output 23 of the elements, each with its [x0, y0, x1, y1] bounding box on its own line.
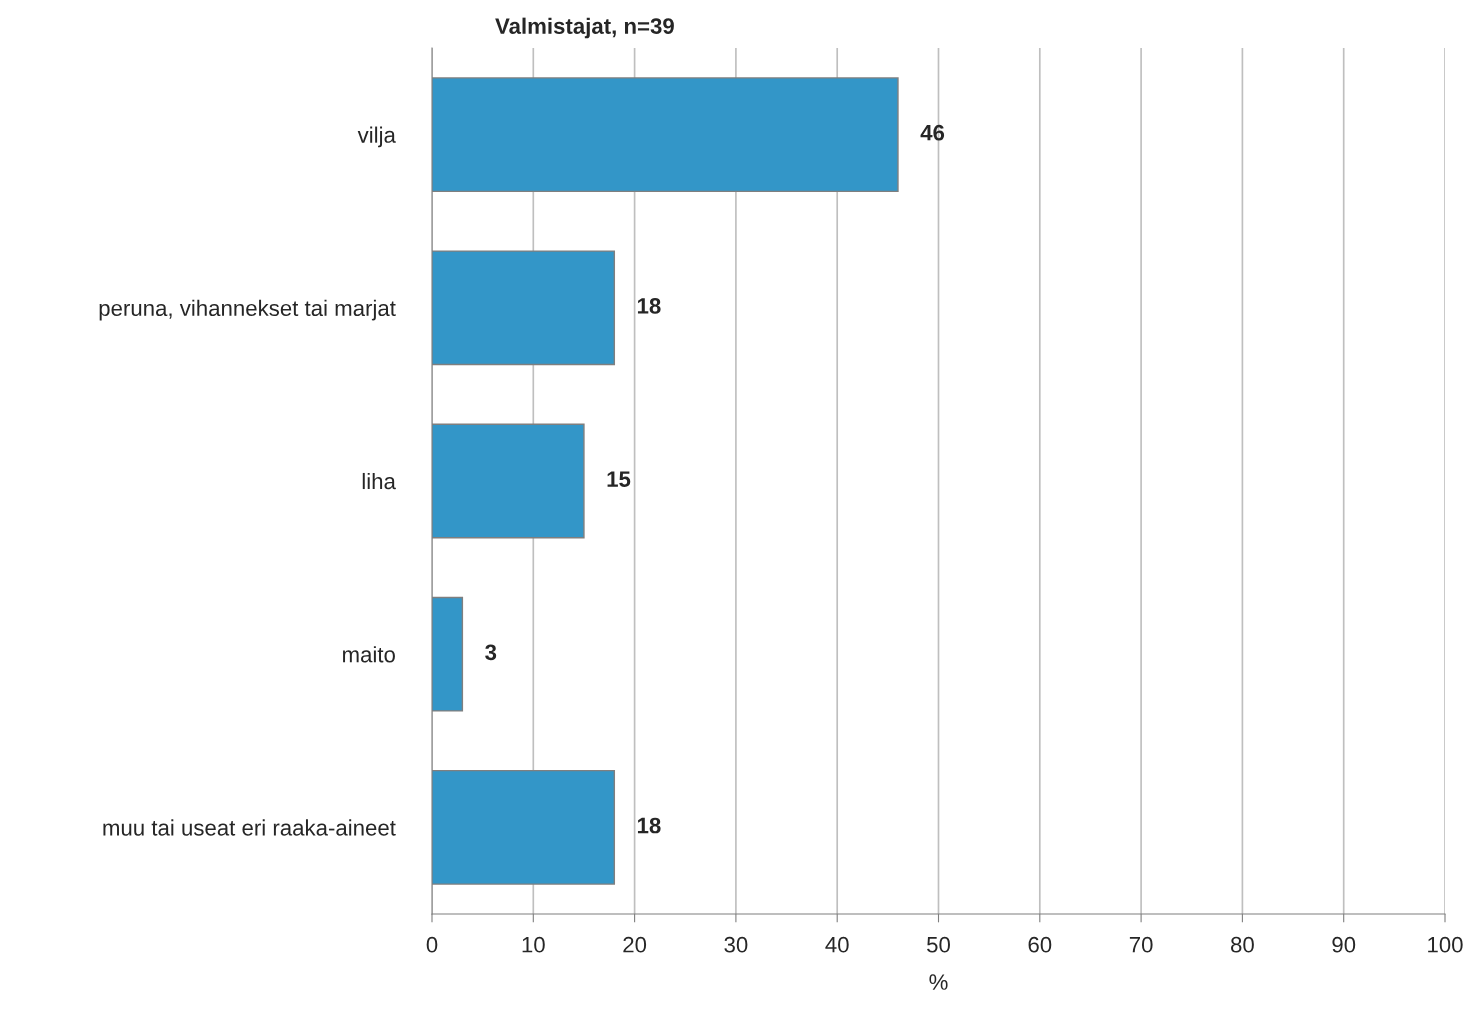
- y-tick-label: vilja: [357, 126, 396, 148]
- chart-title: Valmistajat, n=39: [495, 17, 674, 39]
- y-tick-label: liha: [362, 472, 396, 490]
- x-tick-label: 70: [1129, 936, 1153, 953]
- y-tick-label: peruna, vihannekset tai marjat: [99, 299, 396, 321]
- x-tick-label: 10: [522, 936, 545, 953]
- x-tick-label: 100: [1428, 936, 1463, 953]
- y-tick-label: maito: [343, 646, 395, 663]
- data-label: 46: [920, 124, 945, 141]
- data-label: 18: [637, 298, 661, 314]
- y-tick-label: muu tai useat eri raaka-aineet: [103, 819, 396, 836]
- x-tick-label: 0: [426, 936, 438, 953]
- data-label: 18: [637, 817, 661, 834]
- x-tick-label: 40: [825, 936, 849, 953]
- data-label: 3: [485, 644, 497, 661]
- x-tick-label: 80: [1231, 936, 1254, 953]
- data-label: 15: [607, 471, 631, 487]
- x-tick-label: 20: [623, 936, 647, 953]
- x-tick-label: 60: [1028, 936, 1052, 953]
- x-tick-label: 30: [724, 936, 748, 953]
- x-tick-label: 50: [927, 936, 950, 953]
- x-axis-title: %: [929, 974, 948, 990]
- x-tick-label: 90: [1332, 936, 1356, 953]
